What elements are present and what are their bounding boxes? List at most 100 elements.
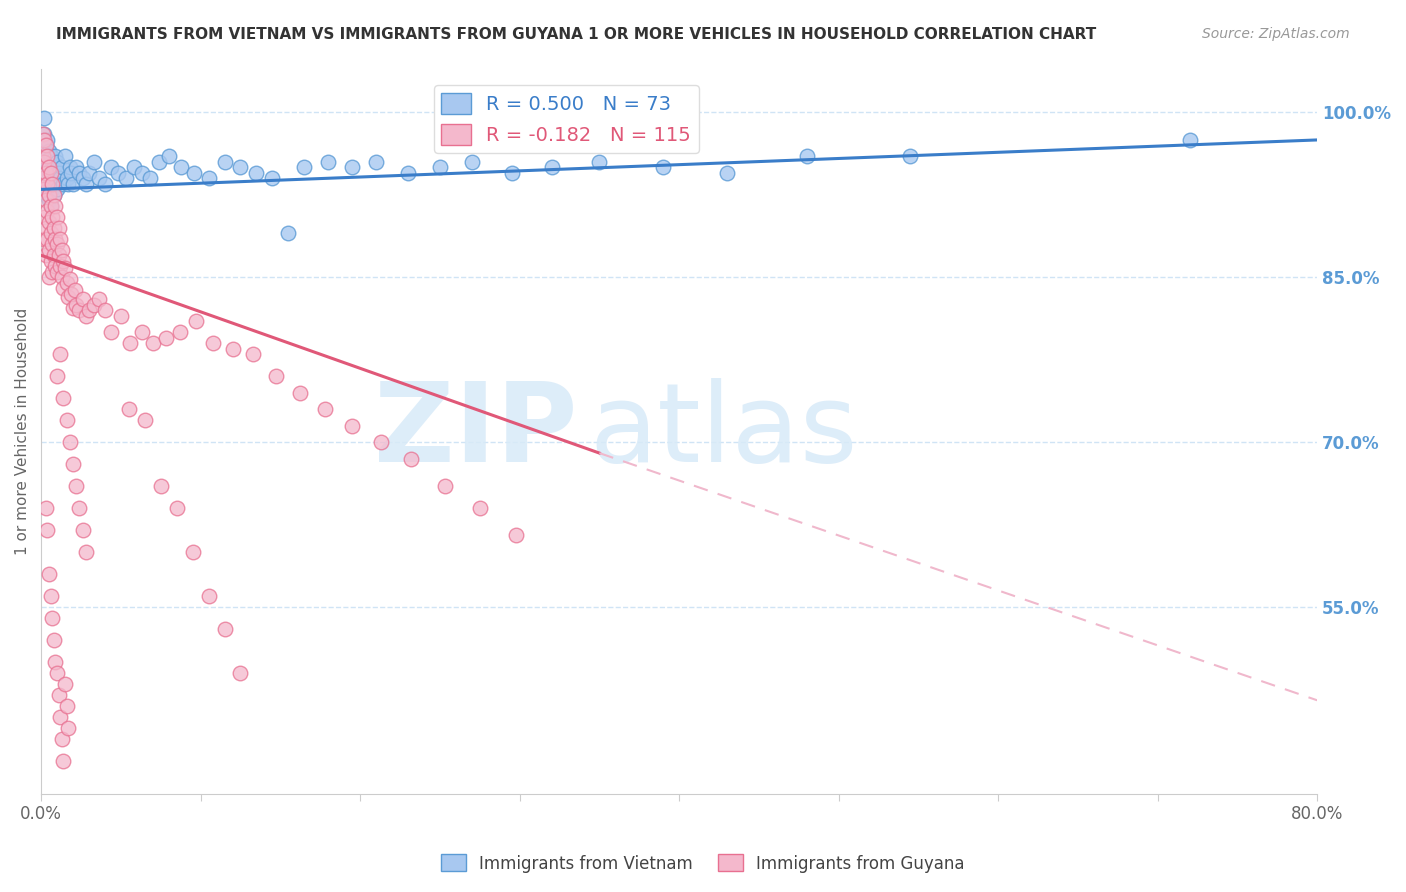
- Point: [429, 161, 451, 175]
- Point: [59, 272, 82, 286]
- Point: [55, 413, 77, 427]
- Point: [46, 369, 69, 384]
- Point: [122, 161, 145, 175]
- Point: [35, 166, 58, 180]
- Point: [100, 161, 122, 175]
- Point: [55, 698, 77, 713]
- Point: [34, 210, 56, 224]
- Point: [314, 402, 336, 417]
- Point: [39, 171, 62, 186]
- Point: [75, 177, 97, 191]
- Point: [340, 418, 363, 433]
- Point: [37, 523, 59, 537]
- Point: [114, 171, 136, 186]
- Point: [37, 149, 59, 163]
- Point: [134, 413, 156, 427]
- Point: [35, 166, 58, 180]
- Point: [59, 161, 82, 175]
- Point: [652, 161, 675, 175]
- Point: [31, 149, 53, 163]
- Point: [49, 232, 72, 246]
- Point: [588, 155, 610, 169]
- Point: [288, 385, 311, 400]
- Point: [505, 528, 527, 542]
- Text: atlas: atlas: [589, 377, 858, 484]
- Point: [540, 161, 562, 175]
- Point: [110, 309, 132, 323]
- Point: [53, 261, 76, 276]
- Point: [262, 171, 284, 186]
- Point: [41, 155, 63, 169]
- Point: [202, 336, 225, 351]
- Point: [72, 523, 94, 537]
- Point: [396, 166, 419, 180]
- Point: [716, 166, 738, 180]
- Point: [67, 166, 90, 180]
- Point: [53, 677, 76, 691]
- Point: [51, 243, 73, 257]
- Point: [38, 166, 60, 180]
- Point: [39, 199, 62, 213]
- Point: [169, 325, 191, 339]
- Point: [197, 171, 219, 186]
- Point: [59, 435, 82, 450]
- Point: [35, 138, 58, 153]
- Point: [183, 166, 205, 180]
- Point: [118, 402, 141, 417]
- Point: [52, 253, 75, 268]
- Point: [83, 298, 105, 312]
- Point: [38, 194, 60, 208]
- Point: [38, 243, 60, 257]
- Point: [42, 632, 65, 647]
- Point: [42, 220, 65, 235]
- Point: [100, 325, 122, 339]
- Point: [38, 566, 60, 581]
- Point: [94, 303, 117, 318]
- Point: [94, 177, 117, 191]
- Point: [44, 232, 66, 246]
- Point: [31, 171, 53, 186]
- Point: [65, 479, 87, 493]
- Point: [39, 253, 62, 268]
- Point: [49, 260, 72, 274]
- Point: [72, 292, 94, 306]
- Point: [41, 611, 63, 625]
- Point: [364, 155, 387, 169]
- Point: [35, 248, 58, 262]
- Point: [34, 128, 56, 142]
- Point: [38, 187, 60, 202]
- Point: [316, 155, 339, 169]
- Point: [31, 149, 53, 163]
- Point: [63, 284, 86, 298]
- Point: [34, 155, 56, 169]
- Point: [31, 128, 53, 142]
- Point: [41, 177, 63, 191]
- Point: [46, 210, 69, 224]
- Point: [67, 501, 90, 516]
- Point: [41, 265, 63, 279]
- Point: [42, 187, 65, 202]
- Point: [44, 177, 66, 191]
- Point: [399, 451, 422, 466]
- Point: [39, 199, 62, 213]
- Point: [242, 347, 264, 361]
- Point: [87, 171, 110, 186]
- Point: [38, 161, 60, 175]
- Point: [138, 171, 160, 186]
- Point: [229, 161, 252, 175]
- Point: [38, 215, 60, 229]
- Point: [87, 292, 110, 306]
- Point: [34, 111, 56, 125]
- Point: [34, 171, 56, 186]
- Point: [62, 301, 84, 315]
- Legend: Immigrants from Vietnam, Immigrants from Guyana: Immigrants from Vietnam, Immigrants from…: [434, 847, 972, 880]
- Point: [214, 155, 236, 169]
- Point: [67, 303, 90, 318]
- Point: [62, 457, 84, 471]
- Point: [181, 545, 204, 559]
- Point: [131, 325, 153, 339]
- Point: [65, 161, 87, 175]
- Point: [35, 138, 58, 153]
- Point: [461, 155, 484, 169]
- Point: [49, 710, 72, 724]
